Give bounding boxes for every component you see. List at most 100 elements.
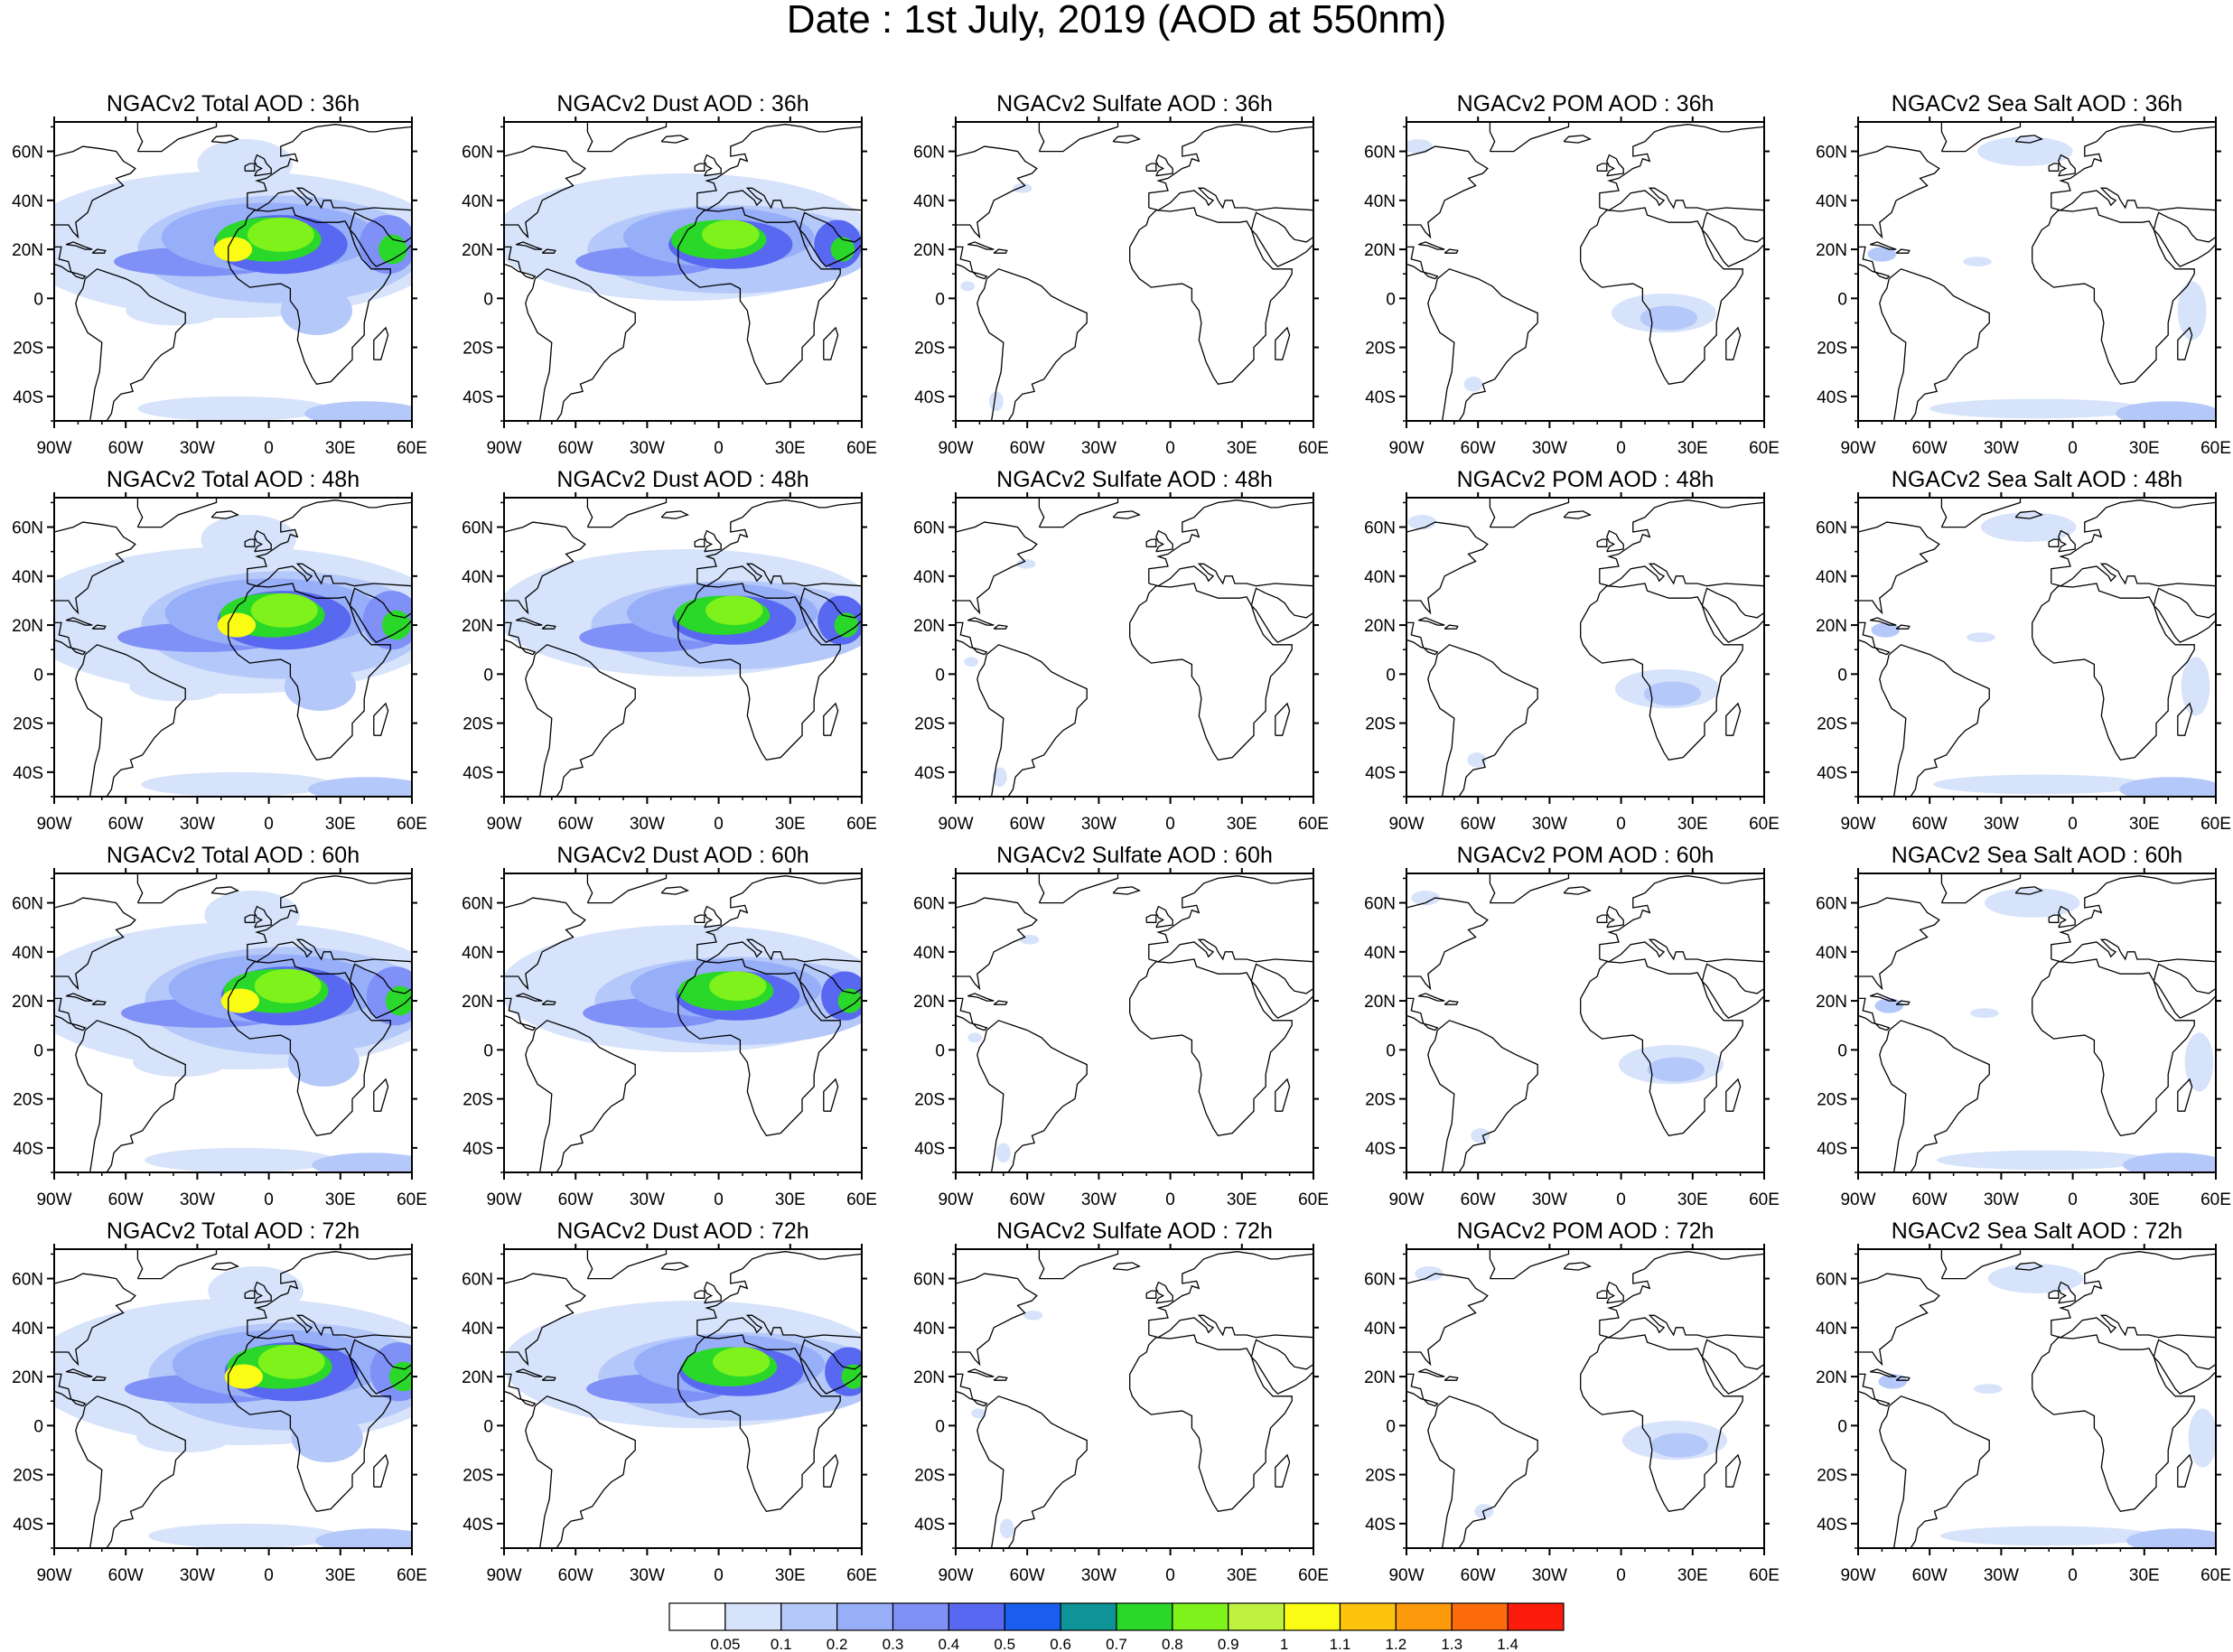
coastline-northAmerica bbox=[504, 145, 586, 239]
y-tick-label: 20N bbox=[913, 993, 945, 1012]
coastline-hispaniola bbox=[541, 1000, 556, 1005]
coastline-hispaniola bbox=[993, 1376, 1008, 1381]
coastline-arabia bbox=[2153, 587, 2216, 643]
y-tick-label: 60N bbox=[462, 1271, 493, 1290]
coastline-cuba bbox=[65, 617, 93, 626]
coastline-southAmerica bbox=[1427, 268, 1538, 421]
coastline-centralAmerica bbox=[1858, 997, 1891, 1031]
coastline-iceland bbox=[660, 1262, 690, 1271]
panel-title: NGACv2 Sea Salt AOD : 60h bbox=[1892, 843, 2182, 868]
y-tick-label: 60N bbox=[12, 519, 43, 538]
x-tick-label: 30E bbox=[1677, 1190, 1708, 1209]
colorbar-swatch bbox=[1116, 1602, 1173, 1631]
aod-field bbox=[1874, 888, 2216, 1172]
coastline-madagascar bbox=[2177, 326, 2193, 360]
aod-contour bbox=[1463, 377, 1483, 392]
aod-field bbox=[971, 1310, 1043, 1539]
colorbar-swatch bbox=[948, 1602, 1005, 1631]
coastline-southAmerica bbox=[525, 1020, 636, 1172]
x-tick-label: 60E bbox=[2200, 1190, 2231, 1209]
coastline-africa bbox=[677, 1334, 841, 1513]
y-tick-label: 40N bbox=[1816, 944, 1847, 963]
coastline-centralAmerica bbox=[54, 246, 87, 280]
colorbar-label: 0.05 bbox=[710, 1636, 740, 1652]
x-tick-label: 60W bbox=[558, 439, 593, 458]
coastline-southAmerica bbox=[976, 644, 1088, 797]
y-tick-label: 40N bbox=[462, 568, 493, 587]
x-tick-label: 60E bbox=[2200, 1566, 2231, 1585]
y-tick-label: 40S bbox=[462, 388, 493, 407]
x-tick-label: 0 bbox=[1616, 1566, 1626, 1585]
aod-contour bbox=[1984, 888, 2080, 918]
y-tick-label: 60N bbox=[1364, 519, 1396, 538]
panel-frame bbox=[1857, 873, 2217, 1173]
x-tick-label: 60W bbox=[1461, 815, 1496, 834]
coastline-britain bbox=[1606, 1281, 1624, 1304]
coastline-centralAmerica bbox=[1406, 1373, 1439, 1407]
panel-frame bbox=[1857, 1248, 2217, 1549]
coastline-iceland bbox=[210, 1262, 240, 1271]
coastline-cuba bbox=[967, 1368, 995, 1377]
aod-contour bbox=[1933, 774, 2148, 795]
x-tick-label: 60E bbox=[1749, 439, 1780, 458]
coastlines bbox=[504, 873, 862, 1172]
y-tick-label: 40N bbox=[913, 1320, 945, 1339]
coastline-arabia bbox=[1701, 1339, 1764, 1395]
colorbar-swatch bbox=[1451, 1602, 1509, 1631]
aod-contour bbox=[1929, 398, 2144, 419]
y-tick-label: 20S bbox=[1817, 340, 1847, 359]
coastline-southAmerica bbox=[75, 1020, 186, 1172]
x-tick-label: 0 bbox=[714, 439, 724, 458]
panel-frame bbox=[503, 497, 863, 798]
coastline-arabia bbox=[1250, 963, 1313, 1019]
coastline-cuba bbox=[967, 993, 995, 1002]
x-tick-label: 30E bbox=[1227, 1566, 1257, 1585]
y-tick-label: 40N bbox=[462, 1320, 493, 1339]
coastline-southAmerica bbox=[976, 1395, 1088, 1548]
colorbar-swatch bbox=[1004, 1602, 1061, 1631]
y-tick-label: 0 bbox=[935, 290, 945, 309]
panel-title: NGACv2 Total AOD : 48h bbox=[107, 467, 360, 492]
coastline-southAmerica bbox=[976, 268, 1088, 421]
coastline-ireland bbox=[694, 538, 705, 547]
x-tick-label: 60W bbox=[1010, 439, 1045, 458]
y-tick-label: 40S bbox=[914, 1140, 945, 1159]
y-tick-label: 40S bbox=[1365, 388, 1396, 407]
panel-title: NGACv2 Sea Salt AOD : 48h bbox=[1892, 467, 2182, 492]
x-tick-label: 30W bbox=[1532, 439, 1567, 458]
colorbar-label: 1.2 bbox=[1386, 1636, 1407, 1652]
colorbar-swatch bbox=[724, 1602, 782, 1631]
coastline-britain bbox=[704, 154, 722, 177]
coastline-greenland bbox=[1489, 498, 1570, 528]
y-tick-label: 40S bbox=[914, 388, 945, 407]
aod-contour bbox=[1406, 138, 1434, 154]
y-tick-label: 40S bbox=[914, 1516, 945, 1535]
map-panel: NGACv2 Sea Salt AOD : 48h 90W 60W 30W 0 30E 60… bbox=[1816, 467, 2231, 834]
coastline-centralAmerica bbox=[1858, 246, 1891, 280]
coastline-iceland bbox=[1563, 886, 1593, 895]
x-tick-label: 30E bbox=[325, 1566, 356, 1585]
coastline-centralAmerica bbox=[504, 1373, 537, 1407]
y-tick-label: 20N bbox=[462, 1368, 493, 1387]
aod-field bbox=[960, 182, 1032, 412]
coastline-britain bbox=[254, 1281, 272, 1304]
coastline-iceland bbox=[1112, 886, 1142, 895]
x-tick-label: 90W bbox=[486, 1566, 521, 1585]
y-tick-label: 60N bbox=[1816, 144, 1847, 163]
coastline-greenland bbox=[1038, 1249, 1119, 1280]
coastline-hispaniola bbox=[541, 1376, 556, 1381]
coastline-africa bbox=[2032, 207, 2195, 386]
coastline-europe bbox=[1599, 875, 1764, 963]
coastline-cuba bbox=[1417, 241, 1445, 250]
colorbar-label: 0.5 bbox=[994, 1636, 1015, 1652]
y-tick-label: 60N bbox=[462, 519, 493, 538]
coastline-europe bbox=[1148, 875, 1313, 963]
coastline-africa bbox=[228, 1334, 391, 1513]
coastline-arabia bbox=[1701, 587, 1764, 643]
y-tick-label: 40S bbox=[1365, 1516, 1396, 1535]
coastline-hispaniola bbox=[1895, 1376, 1911, 1381]
y-tick-label: 0 bbox=[483, 290, 493, 309]
x-tick-label: 60W bbox=[108, 1190, 144, 1209]
aod-contour bbox=[1970, 1008, 1999, 1019]
coastline-hispaniola bbox=[91, 1000, 107, 1005]
